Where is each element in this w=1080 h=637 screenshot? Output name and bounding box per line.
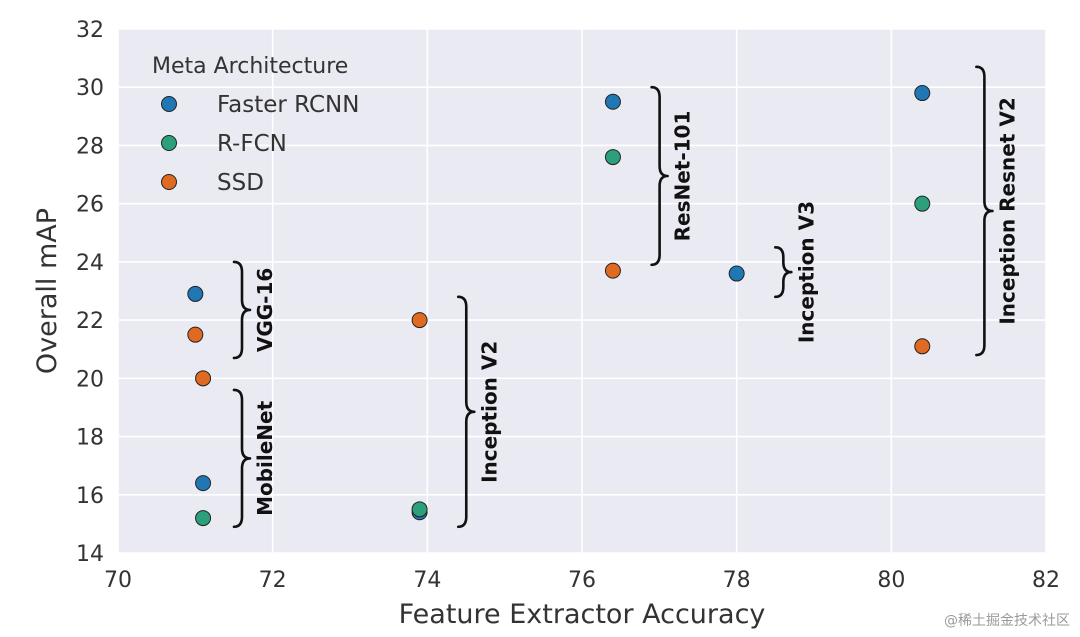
- legend-marker: [161, 135, 177, 151]
- legend-entry: Faster RCNN: [217, 92, 359, 118]
- legend-title: Meta Architecture: [152, 54, 348, 79]
- grid: [117, 28, 1047, 554]
- bracket: [232, 388, 252, 529]
- y-tick-label: 20: [76, 367, 104, 392]
- bracket-label: Inception Resnet V2: [995, 97, 1019, 324]
- y-tick-label: 24: [76, 251, 104, 276]
- bracket-label: Inception V3: [794, 201, 818, 343]
- bracket-label: MobileNet: [253, 400, 277, 516]
- data-point: [187, 285, 204, 302]
- bracket: [975, 65, 994, 357]
- legend-marker: [161, 174, 177, 190]
- axis-ticks: 70 72 74 76 78 80 82 14 16 18 20 22 24 26 28 30 32: [76, 18, 1060, 593]
- bracket: [774, 246, 793, 299]
- legend-entry: SSD: [217, 170, 264, 196]
- y-tick-label: 14: [76, 542, 104, 567]
- legend-entry: R-FCN: [217, 131, 287, 157]
- data-point: [187, 326, 204, 343]
- x-tick-label: 78: [723, 568, 751, 593]
- bracket: [650, 85, 669, 267]
- data-point: [195, 370, 212, 387]
- data-point: [914, 338, 931, 355]
- bracket: [456, 295, 476, 529]
- bracket: [232, 260, 252, 360]
- y-tick-label: 18: [76, 426, 104, 451]
- data-point: [914, 195, 931, 212]
- data-point: [604, 149, 621, 166]
- legend: Meta Architecture Faster RCNN R-FCN SSD: [152, 54, 359, 196]
- x-axis-label: Feature Extractor Accuracy: [399, 599, 766, 630]
- bracket-label: Inception V2: [477, 341, 501, 483]
- data-point: [195, 510, 212, 527]
- data-point: [195, 475, 212, 492]
- y-tick-label: 32: [76, 18, 104, 43]
- y-tick-label: 28: [76, 134, 104, 159]
- y-tick-label: 22: [76, 309, 104, 334]
- data-point: [914, 85, 931, 102]
- bracket-label: ResNet-101: [671, 111, 695, 242]
- data-point: [604, 93, 621, 110]
- x-tick-label: 72: [259, 568, 287, 593]
- data-points: [187, 85, 931, 527]
- data-point: [411, 501, 428, 518]
- x-tick-label: 70: [104, 568, 132, 593]
- y-tick-label: 26: [76, 193, 104, 218]
- watermark-text: @稀土掘金技术社区: [944, 613, 1070, 629]
- bracket-label: VGG-16: [253, 268, 277, 352]
- x-tick-label: 76: [568, 568, 596, 593]
- x-tick-label: 82: [1032, 568, 1060, 593]
- x-tick-label: 80: [877, 568, 905, 593]
- y-tick-label: 16: [76, 484, 104, 509]
- legend-marker: [161, 96, 177, 112]
- bracket-annotations: VGG-16 MobileNet Inception V2 ResNet-101 Inc…: [232, 65, 1019, 529]
- y-tick-label: 30: [76, 76, 104, 101]
- y-axis-label: Overall mAP: [32, 208, 63, 374]
- x-tick-label: 74: [413, 568, 441, 593]
- data-point: [411, 312, 428, 329]
- data-point: [728, 265, 745, 282]
- data-point: [604, 262, 621, 279]
